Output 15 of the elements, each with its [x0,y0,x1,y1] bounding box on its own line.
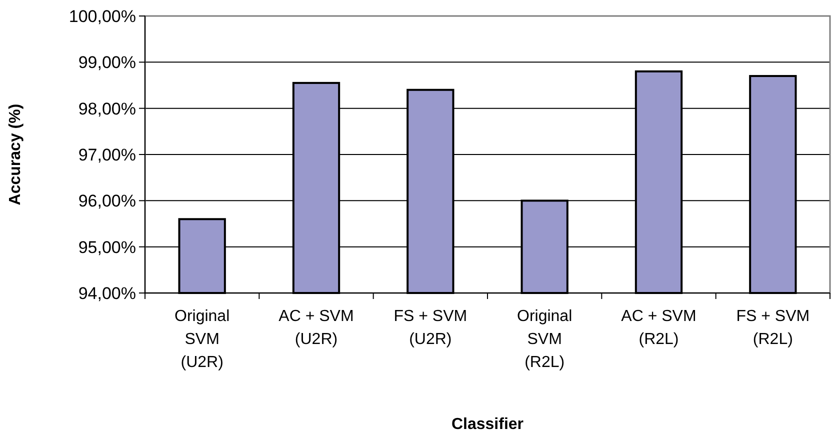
x-tick-label: Original SVM (U2R) [174,308,230,371]
x-tick-label: AC + SVM (U2R) [278,308,354,348]
y-tick-label: 99,00% [78,53,136,72]
y-axis-title: Accuracy (%) [7,104,24,206]
y-tick-label: 98,00% [78,99,136,118]
y-tick-label: 94,00% [78,284,136,303]
y-tick-label: 96,00% [78,192,136,211]
x-tick-label: AC + SVM (R2L) [621,308,696,348]
y-tick-label: 97,00% [78,145,136,164]
y-tick-label: 100,00% [68,6,136,26]
x-tick-label: FS + SVM (R2L) [736,308,810,348]
x-axis-title: Classifier [451,416,524,433]
x-tick-label: Original SVM (R2L) [517,308,572,371]
y-tick-label: 95,00% [78,238,136,257]
x-tick-label: FS + SVM (U2R) [394,308,468,348]
